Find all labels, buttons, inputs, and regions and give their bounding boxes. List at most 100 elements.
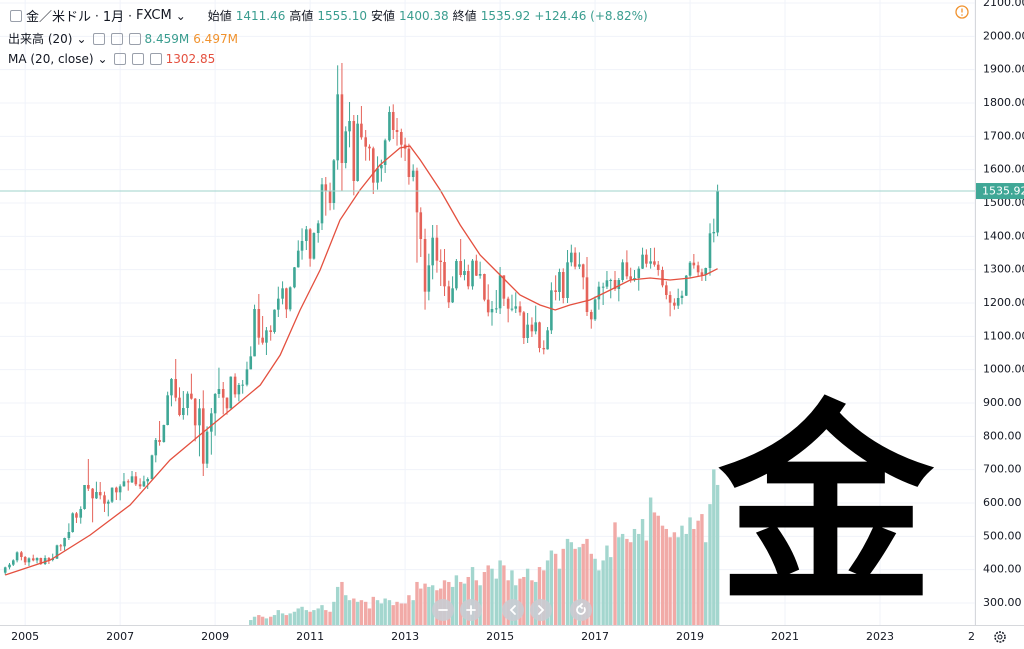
settings-icon[interactable] (110, 32, 123, 45)
volume-bar (257, 615, 261, 625)
y-tick-label: 1800.00 (983, 96, 1024, 109)
candle-body (522, 312, 526, 338)
candle-body (656, 264, 660, 270)
candle-body (471, 260, 474, 287)
candle-body (178, 397, 181, 415)
alert-icon[interactable] (955, 5, 969, 19)
x-tick-label: 2013 (391, 630, 419, 643)
volume-bar (379, 603, 384, 625)
volume-bar (284, 615, 289, 625)
candle-body (514, 306, 518, 309)
candle-body (75, 513, 78, 518)
interval[interactable]: 1月 (102, 10, 125, 25)
candle-body (573, 252, 577, 267)
candle-body (601, 286, 605, 288)
volume-bar (292, 611, 297, 625)
collapse-icon[interactable] (10, 9, 22, 22)
volume-bar (537, 567, 542, 625)
y-tick-label: 900.00 (983, 396, 1022, 409)
scroll-left-button[interactable] (502, 599, 524, 621)
volume-bar (581, 543, 585, 625)
candle-body (320, 184, 324, 224)
y-tick-label: 1000.00 (983, 363, 1024, 376)
candle-body (502, 275, 506, 299)
candle-body (380, 165, 383, 169)
candle-body (23, 557, 27, 563)
reset-button[interactable] (570, 599, 592, 621)
volume-bar (391, 605, 395, 625)
close-icon[interactable] (128, 32, 141, 45)
candle-body (661, 270, 664, 286)
volume-bar (498, 560, 502, 625)
candle-body (182, 408, 185, 415)
candle-body (233, 376, 237, 395)
candle-body (550, 290, 553, 331)
ohlc-value: 1411.46 (235, 8, 286, 23)
candle-body (673, 302, 676, 306)
candle-body (561, 272, 565, 298)
candle-body (138, 484, 142, 487)
candle-body (716, 191, 719, 233)
candle-body (340, 94, 344, 163)
ohlc-label: 安値 (371, 9, 396, 23)
scroll-right-button[interactable] (530, 599, 552, 621)
zoom-out-button[interactable] (432, 599, 454, 621)
candle-body (451, 288, 454, 303)
volume-bar (269, 616, 273, 625)
candle-body (336, 94, 339, 161)
volume-bar (482, 572, 487, 625)
settings-gear[interactable] (994, 631, 1006, 643)
candle-body (142, 481, 146, 487)
candle-body (558, 272, 561, 292)
candle-body (376, 168, 379, 183)
button-bg (502, 599, 524, 621)
volume-bar (708, 504, 712, 625)
zoom-in-button[interactable] (460, 599, 482, 621)
candle-body (696, 265, 700, 273)
candle-body (257, 309, 261, 338)
volume-bar (419, 588, 423, 625)
symbol[interactable]: 金／米ドル (26, 10, 92, 25)
ma-name[interactable]: MA (20, close) (8, 52, 94, 66)
candle-body (91, 488, 94, 499)
volume-bar (530, 580, 534, 625)
candle-body (443, 262, 446, 287)
candle-body (8, 564, 11, 568)
candle-body (708, 233, 712, 268)
candle-body (245, 369, 249, 385)
volume-bar (252, 616, 257, 625)
eye-icon[interactable] (92, 32, 105, 45)
candle-body (530, 324, 534, 332)
candle-body (55, 545, 59, 559)
volume-bar (264, 618, 269, 625)
candle-body (193, 398, 197, 426)
candle-body (494, 308, 498, 310)
candle-body (174, 379, 178, 398)
volume-bar (340, 581, 344, 625)
settings-icon[interactable] (131, 53, 144, 65)
volume-bar (676, 537, 680, 625)
candle-body (466, 271, 470, 287)
last-price-tag (976, 183, 1024, 200)
ohlc-value: 1555.10 (317, 8, 368, 23)
candle-body (27, 558, 31, 563)
candle-body (692, 262, 696, 266)
volume-bar (613, 522, 617, 625)
volume-bar (355, 601, 360, 625)
watermark: 金 (718, 381, 935, 632)
volume-bar (399, 603, 404, 625)
volume-bar (288, 613, 292, 625)
x-tick-label: 2023 (866, 630, 894, 643)
volume-bar (680, 525, 684, 625)
ma-legend: MA (20, close) ⌄ 1302.85 (8, 52, 216, 66)
candle-body (459, 261, 462, 275)
candle-body (423, 239, 427, 292)
candle-body (79, 509, 83, 518)
candle-body (305, 229, 308, 241)
eye-icon[interactable] (113, 53, 126, 65)
close-icon[interactable] (149, 53, 162, 65)
volume-bar (387, 600, 392, 625)
candle-body (455, 261, 458, 289)
volume-name[interactable]: 出来高 (20) (8, 32, 73, 46)
volume-bar (494, 578, 498, 625)
